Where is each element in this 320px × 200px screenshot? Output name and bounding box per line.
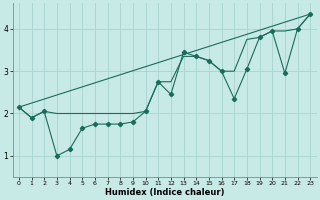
X-axis label: Humidex (Indice chaleur): Humidex (Indice chaleur): [105, 188, 224, 197]
